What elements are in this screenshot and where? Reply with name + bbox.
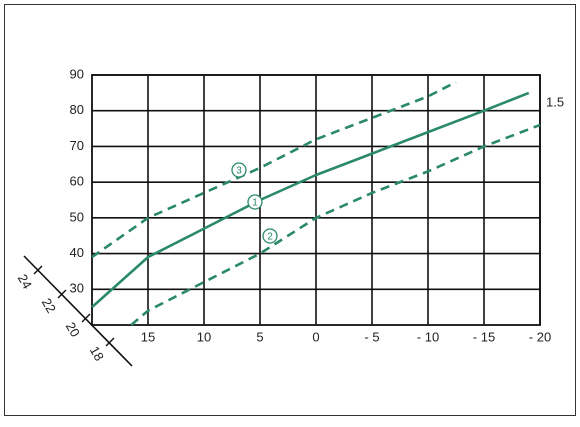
curve-label-circle xyxy=(247,194,263,210)
room-temp-tick xyxy=(57,289,67,299)
x-tick-label: - 5 xyxy=(364,329,379,344)
room-temp-label: 22 xyxy=(39,295,59,315)
room-temp-label: 24 xyxy=(15,271,35,291)
y-tick-label: 50 xyxy=(70,209,84,224)
curve-label-circle xyxy=(262,228,278,244)
y-tick-label: 40 xyxy=(70,245,84,260)
annotation: 1.5 xyxy=(546,94,564,109)
curve-label: 2 xyxy=(267,232,273,243)
room-temp-label: 20 xyxy=(63,319,83,339)
curve xyxy=(91,91,530,309)
y-tick-label: 60 xyxy=(70,174,84,189)
curve xyxy=(91,80,457,259)
x-tick-label: 15 xyxy=(141,329,155,344)
room-temp-label: 18 xyxy=(87,343,107,363)
room-temp-tick xyxy=(105,337,115,347)
x-tick-label: - 15 xyxy=(473,329,495,344)
x-tick-label: 0 xyxy=(312,329,319,344)
x-tick-label: - 20 xyxy=(529,329,551,344)
curve-label-circle xyxy=(231,162,247,178)
curve-label: 1 xyxy=(252,198,258,209)
x-tick-label: 5 xyxy=(256,329,263,344)
y-tick-label: 80 xyxy=(70,102,84,117)
frame xyxy=(4,4,576,416)
x-tick-label: 10 xyxy=(197,329,211,344)
curve-label: 3 xyxy=(236,166,242,177)
room-temp-axis xyxy=(23,255,133,367)
room-temp-tick xyxy=(33,265,43,275)
curve xyxy=(130,123,541,326)
x-tick-label: - 10 xyxy=(417,329,439,344)
room-temp-tick xyxy=(81,313,91,323)
y-tick-label: 90 xyxy=(70,66,84,81)
y-tick-label: 70 xyxy=(70,138,84,153)
y-tick-label: 30 xyxy=(70,281,84,296)
